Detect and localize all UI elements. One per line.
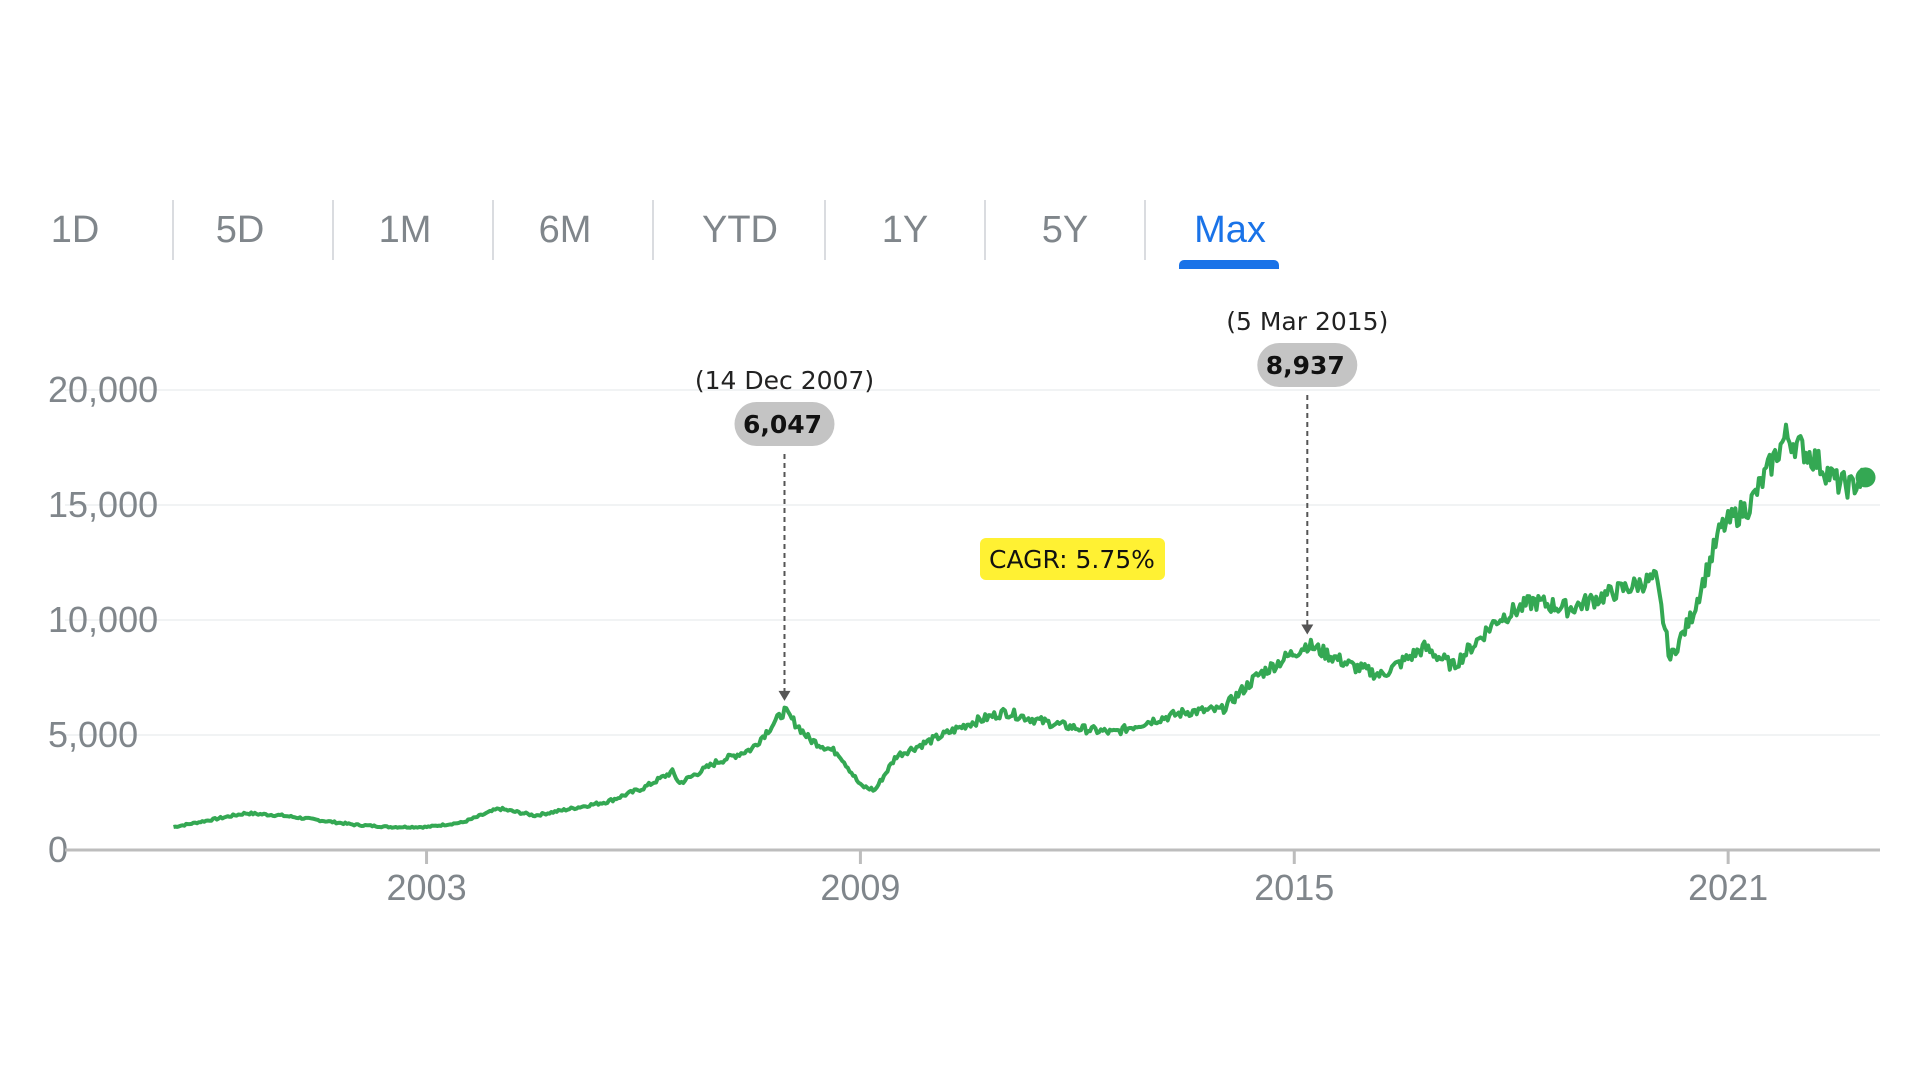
selected-tab-underline [1179,260,1279,269]
tab-6m[interactable]: 6M [538,209,592,251]
y-tick-label: 5,000 [48,714,138,755]
tab-max[interactable]: Max [1194,209,1266,251]
tab-1d[interactable]: 1D [50,209,100,251]
tab-ytd[interactable]: YTD [702,209,778,251]
annotation-date-label: (14 Dec 2007) [695,366,874,395]
peak-annotation: (14 Dec 2007) 6,047 [695,366,874,701]
annotation-value-label: 6,047 [743,410,822,439]
annotations: (14 Dec 2007) 6,047 (5 Mar 2015) 8,937 CAGR:… [695,307,1388,701]
y-tick-label: 15,000 [48,484,158,525]
axes: 0 5,000 10,000 15,000 20,000 2003 2009 2015 2021 [48,369,1880,908]
cagr-label: CAGR: 5.75% [989,545,1155,574]
x-tick-label: 2009 [820,867,900,908]
annotation-date-label: (5 Mar 2015) [1226,307,1388,336]
x-tick-label: 2015 [1254,867,1334,908]
series-area [173,424,1866,828]
y-tick-label: 0 [48,829,68,870]
tab-divider [1144,200,1146,260]
annotation-value-pill [734,402,835,446]
y-tick-label: 20,000 [48,369,158,410]
tab-divider [492,200,494,260]
cagr-callout: CAGR: 5.75% [980,538,1165,580]
annotation-value-pill [1257,343,1358,387]
tab-divider [332,200,334,260]
tab-1y[interactable]: 1Y [881,209,929,251]
tab-divider [172,200,174,260]
series-line [173,422,1876,830]
tab-5y[interactable]: 5Y [1041,209,1089,251]
tab-5d[interactable]: 5D [215,209,265,251]
annotation-arrow-icon [1301,624,1314,635]
tab-divider [824,200,826,260]
peak-annotation: (5 Mar 2015) 8,937 [1226,307,1388,635]
tab-1m[interactable]: 1M [378,209,432,251]
series-path [173,422,1868,830]
area-fill [173,424,1866,828]
tab-divider [652,200,654,260]
cagr-highlight-box [980,538,1165,580]
time-range-tabs: 1D 5D 1M 6M YTD 1Y 5Y Max [40,190,1300,280]
last-value-dot [1855,467,1876,488]
y-tick-label: 10,000 [48,599,158,640]
annotation-value-label: 8,937 [1266,351,1345,380]
tab-divider [984,200,986,260]
x-tick-label: 2021 [1688,867,1768,908]
x-tick-label: 2003 [387,867,467,908]
annotation-arrow-icon [778,690,791,701]
